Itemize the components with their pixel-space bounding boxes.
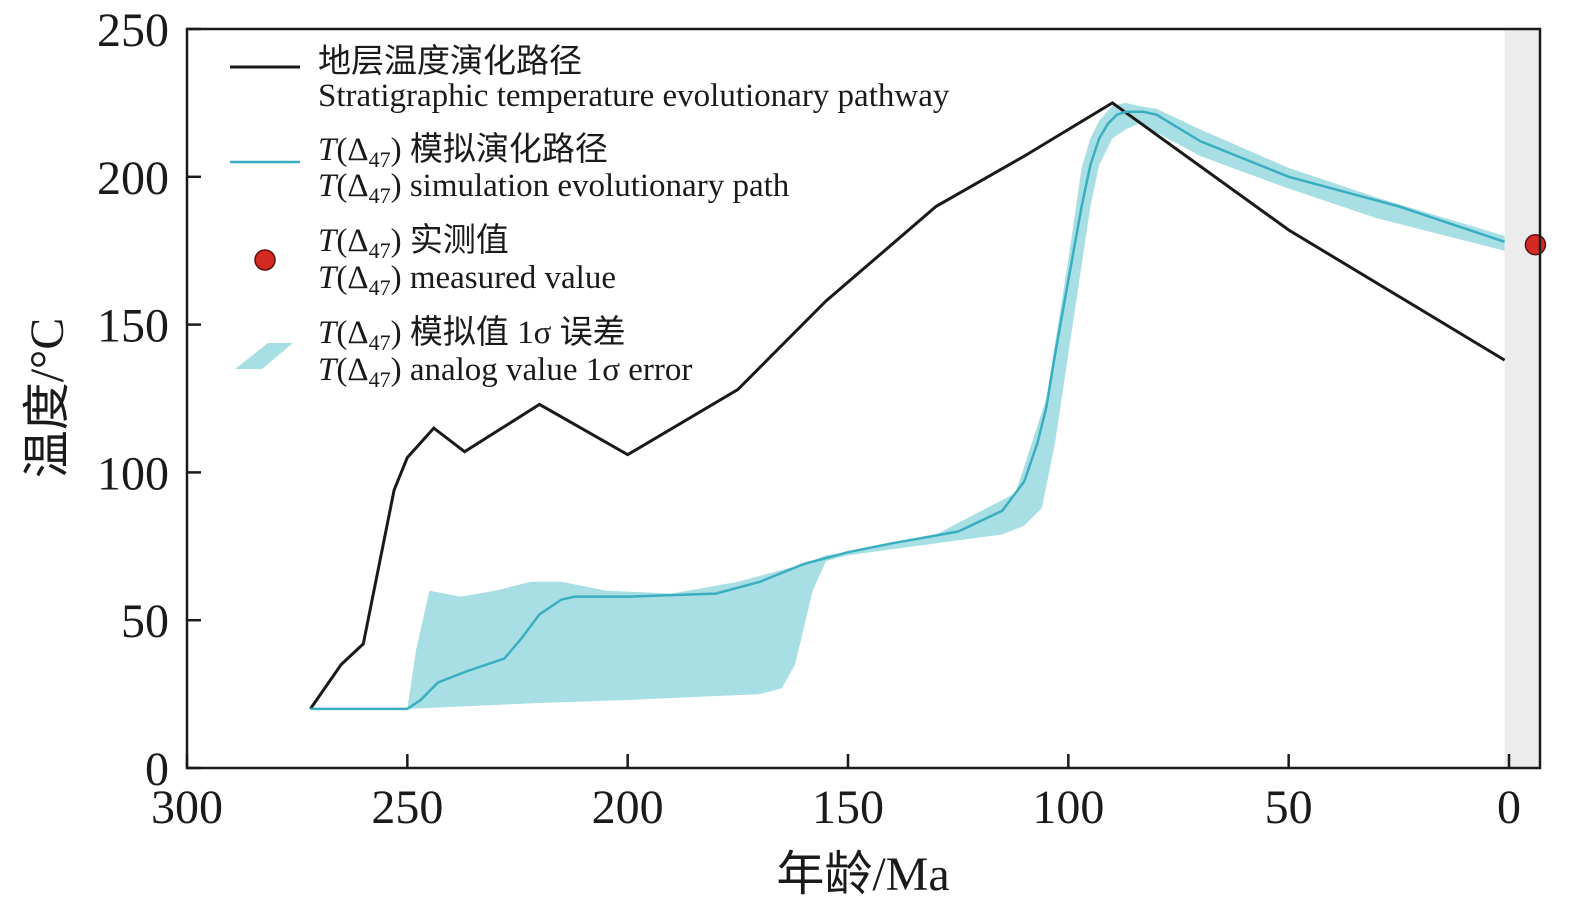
x-tick-label: 300 bbox=[151, 781, 223, 834]
y-tick-label: 100 bbox=[97, 447, 169, 500]
legend-dot-measured bbox=[254, 249, 276, 271]
y-axis: 0 50 100 150 200 250 bbox=[97, 4, 201, 796]
error-band bbox=[310, 102, 1505, 709]
legend-simulation-zh-prefix: (Δ bbox=[336, 132, 368, 168]
x-axis-title: 年龄/Ma bbox=[776, 848, 949, 901]
x-tick-label: 0 bbox=[1497, 781, 1521, 834]
y-axis-title: 温度/°C bbox=[21, 318, 74, 479]
legend-label-error-zh: T(Δ47) 模拟值 1σ 误差 bbox=[318, 314, 626, 355]
x-tick-label: 100 bbox=[1032, 781, 1104, 834]
legend-label-stratigraphic-en: Stratigraphic temperature evolutionary p… bbox=[318, 78, 950, 114]
y-tick-label: 250 bbox=[97, 4, 169, 57]
x-tick-label: 150 bbox=[812, 781, 884, 834]
y-tick-label: 200 bbox=[97, 152, 169, 205]
recent-shade bbox=[1504, 29, 1540, 768]
legend-label-measured-en: T(Δ47) measured value bbox=[318, 260, 616, 300]
x-axis: 300 250 200 150 100 50 0 bbox=[151, 754, 1521, 834]
x-tick-label: 250 bbox=[371, 781, 443, 834]
legend-label-simulation-zh: T(Δ47) 模拟演化路径 bbox=[318, 131, 608, 172]
legend-label-error-en: T(Δ47) analog value 1σ error bbox=[318, 352, 692, 392]
legend-band-error bbox=[235, 343, 293, 369]
legend-label-measured-zh: T(Δ47) 实测值 bbox=[318, 222, 509, 263]
simulation-line bbox=[310, 110, 1505, 711]
legend-label-stratigraphic-zh: 地层温度演化路径 bbox=[318, 43, 582, 80]
stratigraphic-line bbox=[309, 101, 1506, 710]
y-tick-label: 150 bbox=[97, 300, 169, 353]
measured-point bbox=[1524, 234, 1547, 256]
y-tick-label: 50 bbox=[121, 595, 169, 648]
legend-label-simulation-en: T(Δ47) simulation evolutionary path bbox=[318, 168, 790, 208]
x-tick-label: 50 bbox=[1265, 781, 1313, 834]
x-tick-label: 200 bbox=[592, 781, 664, 834]
plot-frame bbox=[185, 27, 1542, 770]
y-tick-label: 0 bbox=[145, 743, 169, 796]
legend: 地层温度演化路径 Stratigraphic temperature evolu… bbox=[230, 43, 950, 392]
